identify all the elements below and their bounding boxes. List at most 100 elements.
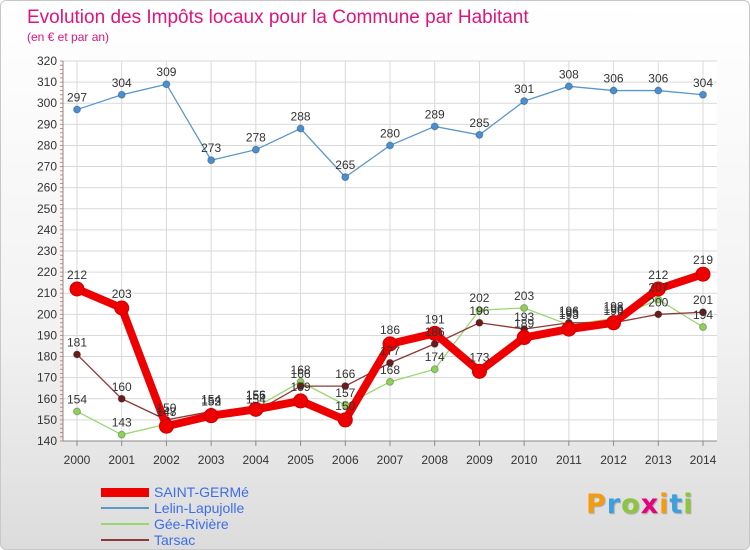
data-point [520,304,529,312]
data-label: 186 [425,325,445,339]
x-tick-label: 2006 [332,453,359,467]
data-label: 173 [469,350,489,364]
data-label: 143 [112,416,132,430]
x-tick-label: 2000 [64,453,91,467]
data-label: 168 [291,363,311,377]
y-tick-label: 160 [37,392,57,406]
data-label: 168 [380,363,400,377]
x-tick-label: 2014 [690,453,717,467]
data-label: 207 [648,281,668,295]
data-label: 152 [201,395,221,409]
data-label: 174 [425,350,445,364]
data-point [203,408,219,424]
data-label: 193 [559,308,579,322]
data-point [162,80,171,89]
y-tick-label: 320 [37,54,57,68]
legend-label: Tarsac [154,532,196,548]
chart-title: Evolution des Impôts locaux pour la Comm… [27,7,529,28]
data-label: 265 [335,158,355,172]
data-label: 212 [648,268,668,282]
legend-swatch [101,523,149,525]
data-point [699,90,707,99]
data-point [117,394,126,403]
data-label: 200 [648,295,668,309]
data-point [73,105,81,114]
data-label: 148 [156,405,176,419]
data-point [430,339,439,348]
x-tick-label: 2010 [511,453,538,467]
x-tick-label: 2011 [556,453,582,467]
data-label: 186 [380,323,400,337]
data-label: 196 [469,304,489,318]
data-point [337,412,353,428]
legend-swatch [101,507,149,509]
data-point [475,130,484,139]
data-label: 154 [246,392,266,406]
data-label: 150 [335,399,355,413]
data-point [695,266,711,282]
y-tick-label: 170 [37,371,57,385]
data-label: 156 [246,388,266,402]
data-label: 196 [604,302,624,316]
x-tick-label: 2005 [287,453,314,467]
data-label: 309 [156,65,176,79]
data-point [386,377,394,386]
data-point [475,306,484,315]
x-tick-label: 2009 [466,453,493,467]
y-tick-label: 220 [37,265,57,279]
legend-swatch [101,488,149,497]
data-point [158,418,174,434]
data-label: 297 [67,91,87,105]
y-tick-label: 180 [37,350,57,364]
data-label: 194 [693,308,713,322]
data-point [430,365,439,374]
data-point [73,350,81,359]
data-label: 202 [469,291,489,305]
data-label: 288 [291,110,311,124]
data-label: 160 [112,380,132,394]
data-label: 166 [335,367,355,381]
data-label: 201 [693,293,713,307]
data-label: 154 [67,392,87,406]
data-label: 177 [380,344,400,358]
data-point [341,173,350,182]
data-point [207,156,216,165]
x-tick-label: 2003 [198,453,225,467]
y-tick-label: 270 [37,160,57,174]
data-label: 195 [559,306,579,320]
data-label: 193 [514,310,534,324]
chart-subtitle: (en € et par an) [27,30,110,44]
y-tick-label: 150 [37,413,57,427]
x-tick-label: 2004 [243,453,270,467]
data-point [251,145,260,154]
data-label: 278 [246,131,266,145]
data-label: 159 [291,380,311,394]
data-label: 285 [469,116,489,130]
data-label: 191 [425,312,445,326]
data-label: 198 [604,300,624,314]
y-tick-label: 200 [37,307,57,321]
y-tick-label: 300 [37,96,57,110]
data-label: 153 [201,395,221,409]
data-point [699,323,707,331]
data-point [293,393,309,409]
data-point [386,141,394,150]
legend-label: Gée-Rivière [154,516,229,532]
data-label: 181 [67,335,87,349]
x-tick-label: 2008 [421,453,448,467]
data-label: 196 [604,304,624,318]
data-point [654,310,663,319]
data-label: 289 [425,107,445,121]
y-tick-label: 210 [37,286,57,300]
data-label: 306 [648,72,668,86]
series-saint-germ- [69,266,711,434]
data-point [114,300,130,316]
data-point [296,382,305,391]
data-label: 147 [156,405,176,419]
proxiti-logo: Proxiti [586,489,694,520]
y-tick-label: 240 [37,223,57,237]
y-tick-label: 310 [37,75,57,89]
series-lelin-lapujolle [73,80,707,182]
